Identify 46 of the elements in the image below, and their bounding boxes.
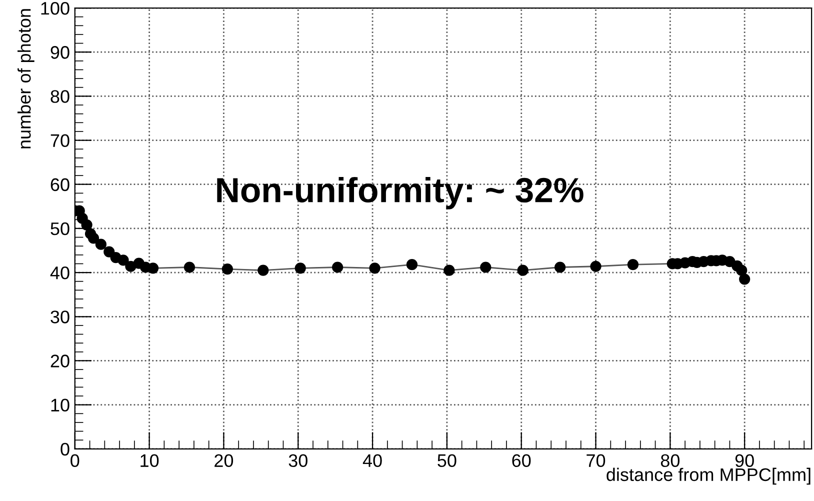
point bbox=[222, 263, 233, 275]
point bbox=[81, 219, 92, 230]
point bbox=[627, 259, 639, 270]
y-tick-label: 60 bbox=[50, 178, 70, 192]
point bbox=[104, 246, 115, 258]
point bbox=[125, 260, 136, 272]
point bbox=[444, 264, 455, 276]
point bbox=[95, 238, 106, 250]
point bbox=[184, 262, 196, 273]
point bbox=[369, 262, 380, 274]
annotation: Non-uniformity: ~ 32% bbox=[217, 177, 584, 210]
point bbox=[554, 262, 566, 273]
point bbox=[88, 232, 100, 244]
y-tick-label: 50 bbox=[50, 222, 70, 236]
x-axis-title: distance from MPPC[mm] bbox=[606, 468, 810, 485]
y-tick-label: 90 bbox=[50, 46, 70, 59]
x-tick-label: 40 bbox=[362, 454, 382, 468]
point bbox=[406, 259, 418, 270]
y-tick-label: 40 bbox=[50, 266, 70, 280]
x-tick-label: 90 bbox=[735, 454, 754, 468]
x-tick-label: 10 bbox=[140, 454, 159, 468]
point bbox=[517, 264, 528, 276]
x-tick-label: 50 bbox=[438, 454, 456, 468]
point bbox=[118, 254, 129, 266]
y-tick-label: 20 bbox=[50, 354, 70, 368]
y-axis-title: number of photon bbox=[18, 9, 34, 148]
point bbox=[736, 264, 748, 276]
y-tick-label: 70 bbox=[50, 134, 70, 147]
x-tick-label: 0 bbox=[70, 454, 80, 468]
x-tick-label: 30 bbox=[288, 454, 308, 468]
x-tick-label: 20 bbox=[214, 454, 234, 468]
point bbox=[147, 262, 159, 274]
y-tick-label: 100 bbox=[41, 2, 70, 15]
point bbox=[739, 274, 750, 285]
point bbox=[480, 262, 492, 273]
point bbox=[332, 262, 344, 273]
y-tick-label: 0 bbox=[60, 442, 70, 456]
y-tick-label: 80 bbox=[50, 90, 70, 103]
y-tick-label: 30 bbox=[50, 310, 70, 324]
point bbox=[590, 260, 602, 272]
point bbox=[294, 262, 306, 274]
x-tick-label: 70 bbox=[586, 454, 606, 468]
x-tick-label: 60 bbox=[512, 454, 531, 468]
point bbox=[258, 264, 269, 276]
y-tick-label: 10 bbox=[51, 398, 70, 412]
x-tick-label: 80 bbox=[660, 454, 680, 468]
